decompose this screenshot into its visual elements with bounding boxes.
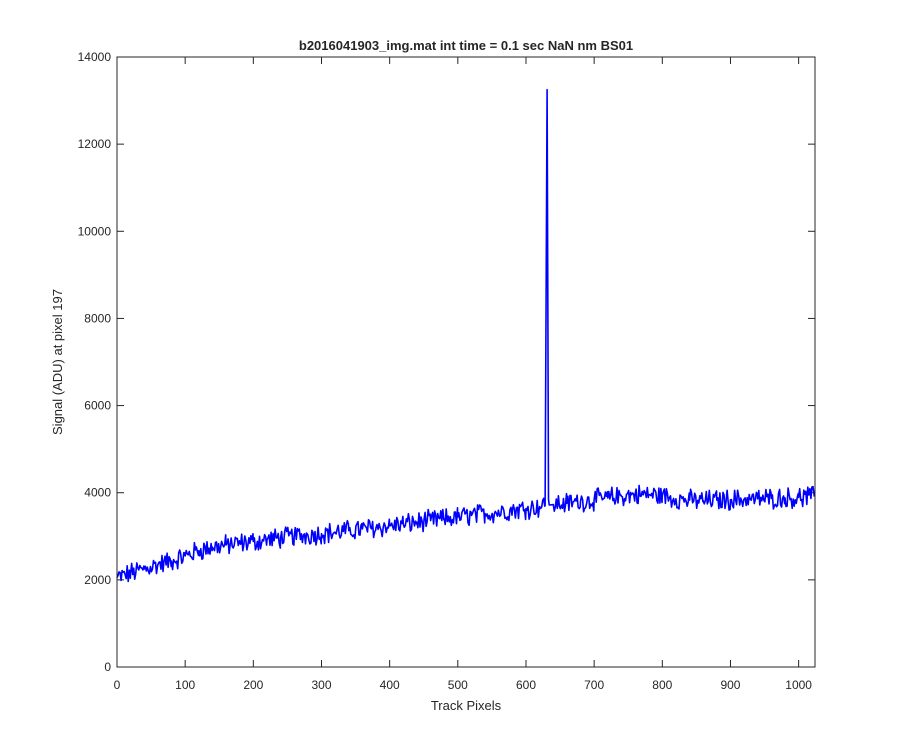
y-tick-label: 2000 xyxy=(84,573,111,587)
x-tick-label: 0 xyxy=(114,678,121,692)
x-axis-label: Track Pixels xyxy=(431,698,502,713)
plot-area xyxy=(117,57,815,667)
x-tick-label: 300 xyxy=(311,678,331,692)
x-tick-label: 200 xyxy=(243,678,263,692)
x-tick-label: 100 xyxy=(175,678,195,692)
x-tick-label: 900 xyxy=(720,678,740,692)
chart-title: b2016041903_img.mat int time = 0.1 sec N… xyxy=(299,38,633,53)
series-layer xyxy=(116,88,816,583)
series-line xyxy=(116,88,816,583)
y-tick-label: 14000 xyxy=(78,50,112,64)
y-tick-label: 4000 xyxy=(84,486,111,500)
x-tick-label: 1000 xyxy=(785,678,812,692)
x-axis-ticks: 0 100 200 300 400 500 600 700 800 900 1000 xyxy=(114,57,812,692)
y-tick-label: 6000 xyxy=(84,399,111,413)
y-tick-label: 12000 xyxy=(78,137,112,151)
x-tick-label: 700 xyxy=(584,678,604,692)
x-tick-label: 800 xyxy=(652,678,672,692)
y-tick-label: 0 xyxy=(104,660,111,674)
x-tick-label: 400 xyxy=(380,678,400,692)
y-axis-label: Signal (ADU) at pixel 197 xyxy=(50,289,65,435)
plot-frame xyxy=(116,56,816,668)
y-axis-ticks: 0 2000 4000 6000 8000 10000 12000 14000 xyxy=(78,50,815,674)
y-tick-label: 8000 xyxy=(84,311,111,325)
x-tick-label: 500 xyxy=(448,678,468,692)
x-tick-label: 600 xyxy=(516,678,536,692)
y-tick-label: 10000 xyxy=(78,224,112,238)
